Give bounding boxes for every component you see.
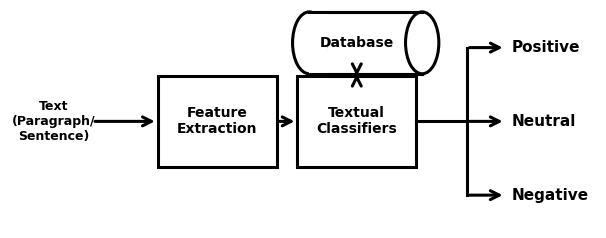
- FancyBboxPatch shape: [298, 76, 416, 167]
- FancyBboxPatch shape: [158, 76, 276, 167]
- FancyBboxPatch shape: [309, 12, 422, 74]
- Text: Database: Database: [320, 36, 395, 50]
- Text: Text
(Paragraph/
Sentence): Text (Paragraph/ Sentence): [12, 100, 95, 143]
- Ellipse shape: [293, 12, 326, 74]
- Ellipse shape: [405, 12, 439, 74]
- Text: Negative: Negative: [511, 188, 588, 203]
- FancyBboxPatch shape: [309, 11, 327, 75]
- Text: Neutral: Neutral: [511, 114, 576, 129]
- Text: Feature
Extraction: Feature Extraction: [177, 106, 258, 136]
- Text: Textual
Classifiers: Textual Classifiers: [316, 106, 397, 136]
- Text: Positive: Positive: [511, 40, 580, 55]
